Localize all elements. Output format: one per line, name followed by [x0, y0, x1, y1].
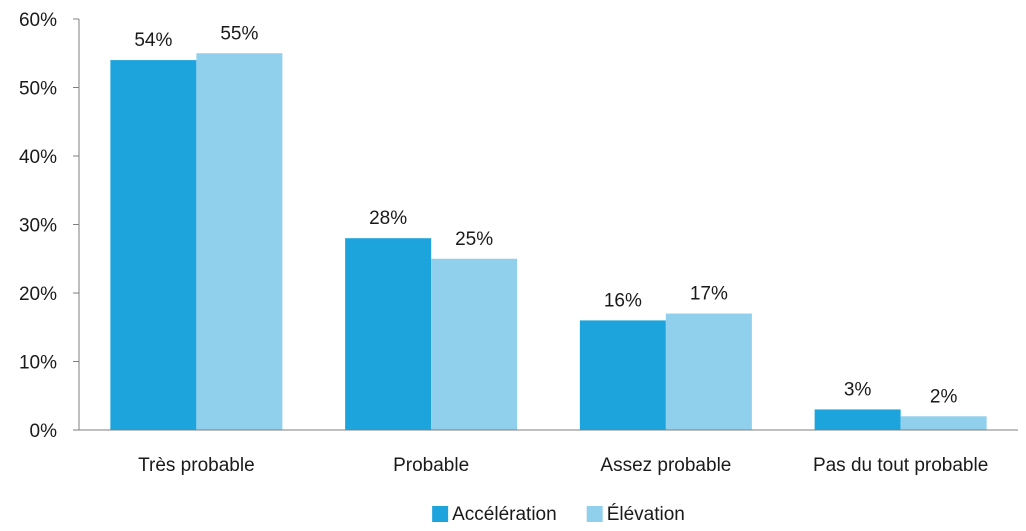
y-tick-label: 40% [19, 147, 57, 168]
x-category-label: Pas du tout probable [813, 455, 988, 476]
bar [814, 409, 901, 430]
y-tick-label: 20% [19, 284, 57, 305]
data-label: 25% [455, 229, 493, 250]
legend: Accélération Élévation [432, 504, 685, 525]
y-tick-label: 60% [19, 10, 57, 31]
x-category-label: Probable [393, 455, 469, 476]
data-labels: 54% 55% 28% 25% 16% 17% 3% 2% [134, 23, 957, 407]
bars [110, 53, 987, 430]
bar [431, 258, 518, 430]
x-axis: Très probable Probable Assez probable Pas d… [79, 429, 1018, 476]
y-tick-label: 30% [19, 216, 57, 237]
x-category-label: Assez probable [600, 455, 731, 476]
legend-swatch [432, 506, 449, 522]
data-label: 3% [844, 379, 872, 400]
data-label: 16% [604, 290, 642, 311]
y-tick-label: 10% [19, 353, 57, 374]
bar [110, 60, 197, 430]
y-axis: 0% 10% 20% 30% 40% 50% 60% [19, 10, 80, 442]
legend-label: Accélération [452, 504, 557, 525]
legend-swatch [586, 506, 603, 522]
data-label: 55% [220, 23, 258, 44]
data-label: 54% [134, 30, 172, 51]
bar [900, 416, 987, 430]
data-label: 17% [690, 284, 728, 305]
bar [665, 313, 752, 430]
y-tick-label: 50% [19, 79, 57, 100]
legend-label: Élévation [607, 504, 685, 525]
y-tick-label: 0% [30, 421, 58, 442]
bar [196, 53, 283, 430]
data-label: 28% [369, 208, 407, 229]
bar [579, 320, 666, 430]
data-label: 2% [930, 386, 958, 407]
x-category-label: Très probable [138, 455, 255, 476]
legend-item: Accélération [432, 504, 557, 525]
legend-item: Élévation [586, 504, 685, 525]
bar [345, 238, 432, 430]
